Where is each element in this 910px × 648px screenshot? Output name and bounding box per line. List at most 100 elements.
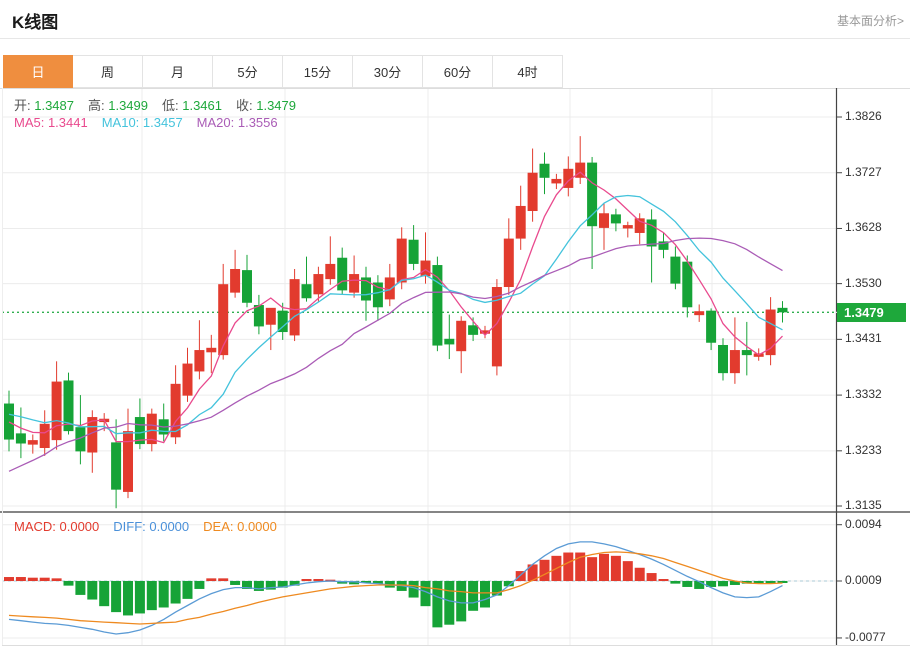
price-axis-label: 1.3727: [845, 164, 882, 179]
candle-body: [218, 284, 229, 356]
price-axis-label: 1.3628: [845, 220, 882, 235]
candle-body: [372, 282, 383, 308]
tab-60min[interactable]: 60分: [423, 55, 493, 88]
candle-body: [765, 309, 776, 356]
macd-bar: [15, 577, 26, 581]
tab-15min[interactable]: 15分: [283, 55, 353, 88]
ohlc-legend: 开: 1.3487 高: 1.3499 低: 1.3461 收: 1.3479: [14, 95, 296, 114]
macd-bar: [27, 577, 38, 581]
macd-bar: [265, 581, 276, 590]
macd-bar: [51, 578, 62, 581]
macd-bar: [729, 581, 740, 585]
tab-week[interactable]: 周: [73, 55, 143, 88]
macd-bar: [741, 581, 752, 584]
ma20-line: [8, 237, 783, 472]
candle-body: [230, 268, 241, 293]
last-price-badge: 1.3479: [837, 303, 906, 322]
macd-bar: [765, 581, 776, 583]
candle-body: [444, 338, 455, 345]
candle-body: [408, 239, 419, 264]
candle-body: [539, 163, 550, 178]
macd-bar: [718, 581, 728, 587]
macd-bar: [4, 577, 14, 581]
macd-bar: [456, 581, 467, 622]
price-axis-label: 1.3233: [845, 442, 882, 457]
tab-4hour[interactable]: 4时: [493, 55, 563, 88]
title-divider: [0, 38, 910, 39]
price-axis-label: 1.3826: [845, 109, 882, 123]
macd-bar: [170, 581, 181, 604]
candle-body: [599, 213, 609, 228]
candle-body: [575, 162, 586, 178]
candle-body: [432, 265, 443, 346]
macd-bar: [527, 564, 538, 581]
candle-body: [480, 330, 490, 334]
macd-bar: [634, 567, 645, 581]
candle-body: [729, 350, 740, 374]
candle-body: [182, 363, 193, 396]
candle-body: [670, 256, 681, 284]
candle-body: [39, 423, 50, 449]
legend-item: DIFF: 0.0000: [113, 519, 190, 534]
macd-bar: [646, 573, 657, 581]
candle-body: [694, 311, 705, 316]
macd-bar: [563, 552, 574, 581]
legend-item: MACD: 0.0000: [14, 519, 100, 534]
macd-bar: [622, 561, 633, 581]
macd-bar: [575, 552, 586, 581]
candle-body: [515, 205, 526, 239]
candle-body: [206, 347, 217, 353]
candle-body: [265, 307, 276, 325]
dea-line: [8, 551, 783, 625]
tab-day[interactable]: 日: [3, 55, 73, 88]
legend-item: MA5: 1.3441: [14, 115, 88, 130]
candle-body: [456, 320, 467, 352]
macd-bar: [253, 581, 264, 591]
chart-top-border: [0, 88, 910, 89]
price-axis-label: 1.3530: [845, 275, 882, 290]
tab-5min[interactable]: 5分: [213, 55, 283, 88]
candle-body: [146, 413, 157, 445]
macd-bar: [349, 581, 360, 585]
macd-bar: [75, 581, 86, 595]
candle-body: [242, 270, 252, 303]
candle-body: [551, 178, 562, 184]
macd-bar: [706, 581, 717, 587]
candle-body: [777, 307, 788, 313]
macd-bar: [301, 579, 312, 582]
legend-item: MA10: 1.3457: [101, 115, 183, 130]
candle-body: [75, 427, 86, 452]
candle-body: [134, 417, 145, 445]
candle-body: [253, 305, 264, 327]
tab-30min[interactable]: 30分: [353, 55, 423, 88]
candle-body: [468, 325, 479, 335]
candle-body: [587, 162, 598, 227]
tab-month[interactable]: 月: [143, 55, 213, 88]
macd-bar: [694, 581, 705, 589]
macd-bar: [670, 581, 681, 584]
macd-bar: [515, 571, 526, 581]
macd-axis-label: -0.0077: [845, 629, 886, 644]
candle-body: [384, 277, 395, 300]
macd-bar: [372, 581, 383, 584]
candle-body: [491, 287, 502, 367]
fundamental-analysis-link[interactable]: 基本面分析>: [836, 14, 904, 28]
macd-axis-label: 0.0094: [845, 516, 882, 531]
candle-body: [563, 168, 574, 188]
candle-body: [718, 344, 728, 374]
candle-body: [301, 284, 312, 299]
macd-bar: [610, 555, 621, 581]
candle-body: [658, 241, 669, 250]
candle-body: [634, 218, 645, 233]
ma-legend: MA5: 1.3441 MA10: 1.3457 MA20: 1.3556: [14, 115, 278, 130]
macd-bar: [242, 581, 252, 589]
candle-body: [622, 225, 633, 229]
legend-item: 低: 1.3461: [162, 98, 222, 113]
macd-bar: [444, 581, 455, 625]
macd-bar: [146, 581, 157, 611]
ma10-line: [8, 194, 783, 435]
legend-item: MA20: 1.3556: [196, 115, 278, 130]
macd-bar: [539, 559, 550, 581]
macd-bar: [123, 581, 133, 616]
